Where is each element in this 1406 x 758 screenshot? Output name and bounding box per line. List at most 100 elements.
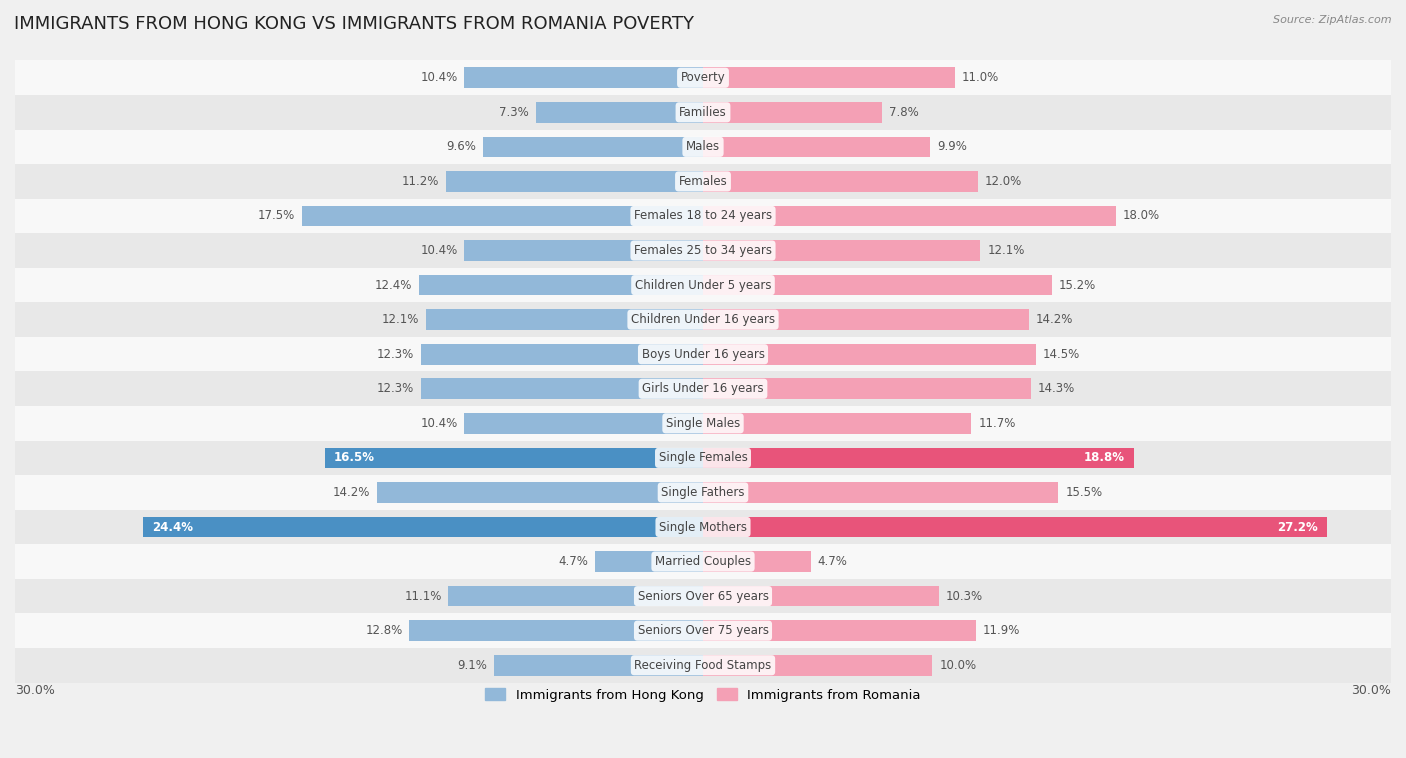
Text: 15.2%: 15.2% xyxy=(1059,279,1095,292)
Bar xyxy=(703,240,980,261)
Text: 14.2%: 14.2% xyxy=(1036,313,1073,326)
Bar xyxy=(15,233,1391,268)
Text: 10.4%: 10.4% xyxy=(420,244,457,257)
Bar xyxy=(15,130,1391,164)
Text: Boys Under 16 years: Boys Under 16 years xyxy=(641,348,765,361)
Bar xyxy=(703,413,972,434)
Bar xyxy=(15,509,1391,544)
Bar xyxy=(703,517,1327,537)
Text: 14.3%: 14.3% xyxy=(1038,382,1076,395)
Bar xyxy=(703,67,955,88)
Bar xyxy=(446,171,703,192)
Text: 10.4%: 10.4% xyxy=(420,71,457,84)
Bar xyxy=(15,371,1391,406)
Bar xyxy=(703,378,1031,399)
Text: Seniors Over 75 years: Seniors Over 75 years xyxy=(637,624,769,637)
Text: Single Fathers: Single Fathers xyxy=(661,486,745,499)
Text: 11.2%: 11.2% xyxy=(402,175,439,188)
Text: 18.8%: 18.8% xyxy=(1084,452,1125,465)
Bar xyxy=(143,517,703,537)
Text: Receiving Food Stamps: Receiving Food Stamps xyxy=(634,659,772,672)
Bar xyxy=(15,302,1391,337)
Bar xyxy=(703,482,1059,503)
Bar xyxy=(15,475,1391,509)
Bar xyxy=(464,413,703,434)
Bar xyxy=(703,586,939,606)
Bar xyxy=(703,309,1029,330)
Text: Single Mothers: Single Mothers xyxy=(659,521,747,534)
Bar xyxy=(409,620,703,641)
Text: Single Males: Single Males xyxy=(666,417,740,430)
Text: 12.1%: 12.1% xyxy=(987,244,1025,257)
Text: 27.2%: 27.2% xyxy=(1277,521,1317,534)
Text: Females: Females xyxy=(679,175,727,188)
Bar xyxy=(325,447,703,468)
Bar xyxy=(449,586,703,606)
Text: 9.6%: 9.6% xyxy=(446,140,477,153)
Bar xyxy=(15,61,1391,95)
Bar xyxy=(464,67,703,88)
Legend: Immigrants from Hong Kong, Immigrants from Romania: Immigrants from Hong Kong, Immigrants fr… xyxy=(479,683,927,707)
Bar xyxy=(703,344,1036,365)
Bar xyxy=(536,102,703,123)
Text: Females 25 to 34 years: Females 25 to 34 years xyxy=(634,244,772,257)
Text: 10.3%: 10.3% xyxy=(946,590,983,603)
Bar xyxy=(420,378,703,399)
Text: 9.9%: 9.9% xyxy=(936,140,967,153)
Text: Girls Under 16 years: Girls Under 16 years xyxy=(643,382,763,395)
Bar xyxy=(703,274,1052,296)
Text: 12.3%: 12.3% xyxy=(377,348,413,361)
Bar xyxy=(15,613,1391,648)
Text: Poverty: Poverty xyxy=(681,71,725,84)
Bar xyxy=(703,655,932,675)
Text: 12.0%: 12.0% xyxy=(986,175,1022,188)
Text: 9.1%: 9.1% xyxy=(457,659,488,672)
Bar xyxy=(595,551,703,572)
Bar xyxy=(703,551,811,572)
Text: 11.7%: 11.7% xyxy=(979,417,1015,430)
Text: Seniors Over 65 years: Seniors Over 65 years xyxy=(637,590,769,603)
Bar xyxy=(426,309,703,330)
Text: 16.5%: 16.5% xyxy=(333,452,375,465)
Bar xyxy=(495,655,703,675)
Text: IMMIGRANTS FROM HONG KONG VS IMMIGRANTS FROM ROMANIA POVERTY: IMMIGRANTS FROM HONG KONG VS IMMIGRANTS … xyxy=(14,15,695,33)
Bar xyxy=(420,344,703,365)
Bar xyxy=(703,171,979,192)
Text: 12.8%: 12.8% xyxy=(366,624,402,637)
Text: 18.0%: 18.0% xyxy=(1122,209,1160,223)
Bar xyxy=(15,544,1391,579)
Bar xyxy=(703,205,1116,227)
Bar xyxy=(703,620,976,641)
Bar xyxy=(15,579,1391,613)
Text: 11.1%: 11.1% xyxy=(404,590,441,603)
Bar xyxy=(419,274,703,296)
Bar xyxy=(482,136,703,157)
Text: 11.0%: 11.0% xyxy=(962,71,1000,84)
Bar xyxy=(703,447,1135,468)
Text: 15.5%: 15.5% xyxy=(1066,486,1102,499)
Bar xyxy=(15,440,1391,475)
Text: 12.4%: 12.4% xyxy=(374,279,412,292)
Bar xyxy=(464,240,703,261)
Text: 12.1%: 12.1% xyxy=(381,313,419,326)
Bar xyxy=(302,205,703,227)
Bar xyxy=(377,482,703,503)
Text: 10.4%: 10.4% xyxy=(420,417,457,430)
Text: 7.3%: 7.3% xyxy=(499,106,529,119)
Text: 30.0%: 30.0% xyxy=(15,684,55,697)
Text: 4.7%: 4.7% xyxy=(818,555,848,568)
Text: Source: ZipAtlas.com: Source: ZipAtlas.com xyxy=(1274,15,1392,25)
Text: 24.4%: 24.4% xyxy=(153,521,194,534)
Text: Children Under 5 years: Children Under 5 years xyxy=(634,279,772,292)
Bar xyxy=(703,102,882,123)
Bar xyxy=(15,268,1391,302)
Bar xyxy=(15,199,1391,233)
Text: 10.0%: 10.0% xyxy=(939,659,976,672)
Bar xyxy=(15,406,1391,440)
Text: 4.7%: 4.7% xyxy=(558,555,588,568)
Text: Females 18 to 24 years: Females 18 to 24 years xyxy=(634,209,772,223)
Bar xyxy=(703,136,929,157)
Text: 30.0%: 30.0% xyxy=(1351,684,1391,697)
Text: 12.3%: 12.3% xyxy=(377,382,413,395)
Text: 14.5%: 14.5% xyxy=(1042,348,1080,361)
